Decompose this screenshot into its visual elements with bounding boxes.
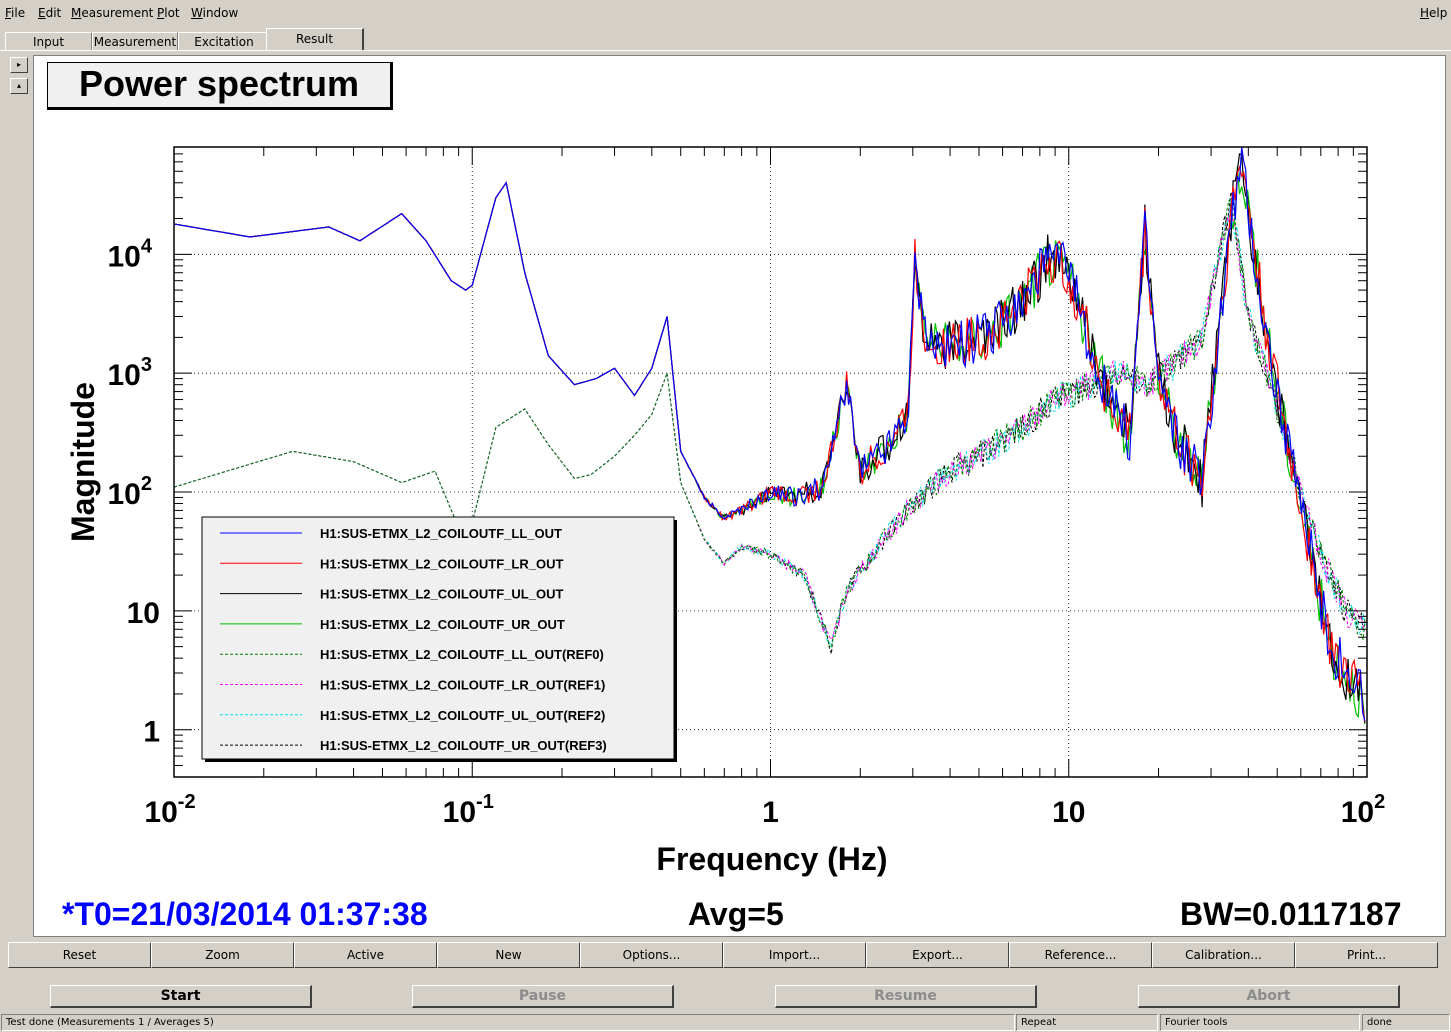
y-tick-label: 103 (108, 354, 153, 392)
x-tick-label: 1 (762, 796, 779, 829)
axis-ticks (173, 146, 1367, 778)
x-tick-label: 10-1 (443, 791, 494, 829)
spectrum-traces (173, 146, 1366, 724)
resume-button[interactable]: Resume (775, 985, 1037, 1008)
menu-edit[interactable]: Edit (38, 6, 62, 20)
legend-label: H1:SUS-ETMX_L2_COILOUTF_LL_OUT(REF0) (320, 647, 604, 662)
ref-trace-0 (173, 199, 1366, 649)
menu-file[interactable]: File (5, 6, 26, 20)
zoom-button[interactable]: Zoom (151, 942, 294, 968)
menu-window[interactable]: Window (191, 6, 239, 20)
plot-control-bar: Reset Zoom Active New Options... Import.… (5, 942, 1445, 968)
collapse-arrow-icon[interactable]: ▴ (10, 78, 28, 94)
new-button[interactable]: New (437, 942, 580, 968)
legend-label: H1:SUS-ETMX_L2_COILOUTF_UL_OUT(REF2) (320, 708, 605, 723)
x-tick-label: 102 (1341, 791, 1386, 829)
ref-trace-2 (173, 197, 1366, 649)
menu-measurement[interactable]: Measurement (71, 6, 154, 20)
import-button[interactable]: Import... (723, 942, 866, 968)
tab-bar: Input Measurement Excitation Result (0, 28, 1451, 52)
legend-box (201, 516, 675, 760)
legend-label: H1:SUS-ETMX_L2_COILOUTF_LL_OUT (320, 526, 562, 541)
legend-label: H1:SUS-ETMX_L2_COILOUTF_UR_OUT (320, 617, 565, 632)
reset-button[interactable]: Reset (8, 942, 151, 968)
legend-label: H1:SUS-ETMX_L2_COILOUTF_UL_OUT (320, 587, 563, 602)
y-axis-label: Magnitude (65, 382, 101, 542)
tab-result[interactable]: Result (266, 28, 364, 51)
y-tick-label: 104 (108, 235, 153, 273)
status-tool: Fourier tools (1160, 1014, 1360, 1031)
options-button[interactable]: Options... (580, 942, 723, 968)
x-axis-label: Frequency (Hz) (656, 841, 887, 877)
print-button[interactable]: Print... (1295, 942, 1438, 968)
tab-measurement[interactable]: Measurement (92, 32, 178, 51)
tab-input[interactable]: Input (5, 32, 92, 51)
y-tick-label: 102 (108, 473, 153, 511)
status-mode: Repeat (1016, 1014, 1158, 1031)
legend-label: H1:SUS-ETMX_L2_COILOUTF_LR_OUT (320, 556, 563, 571)
legend-label: H1:SUS-ETMX_L2_COILOUTF_UR_OUT(REF3) (320, 738, 607, 753)
avg-readout: Avg=5 (688, 896, 784, 932)
y-tick-label: 10 (127, 597, 160, 630)
y-tick-label: 1 (143, 716, 160, 749)
x-tick-label: 10-2 (144, 791, 195, 829)
legend: H1:SUS-ETMX_L2_COILOUTF_LL_OUT H1:SUS-ETM… (201, 516, 677, 762)
ref-trace-1 (173, 203, 1366, 641)
expand-arrow-icon[interactable]: ▸ (10, 57, 28, 73)
menu-plot[interactable]: Plot (157, 6, 180, 20)
power-spectrum-chart[interactable]: 10-2 10-1 1 10 102 1 10 102 103 104 Frequency (Hz… (0, 0, 1451, 940)
x-tick-label: 10 (1052, 796, 1085, 829)
active-button[interactable]: Active (294, 942, 437, 968)
abort-button[interactable]: Abort (1138, 985, 1400, 1008)
pause-button[interactable]: Pause (412, 985, 674, 1008)
bw-readout: BW=0.0117187 (1180, 896, 1402, 932)
export-button[interactable]: Export... (866, 942, 1009, 968)
menu-help[interactable]: Help (1420, 6, 1448, 20)
calibration-button[interactable]: Calibration... (1152, 942, 1295, 968)
tab-divider (0, 50, 1451, 51)
t0-readout: *T0=21/03/2014 01:37:38 (62, 896, 428, 932)
legend-label: H1:SUS-ETMX_L2_COILOUTF_LR_OUT(REF1) (320, 678, 605, 693)
plot-title: Power spectrum (47, 62, 393, 110)
status-message: Test done (Measurements 1 / Averages 5) (1, 1014, 1015, 1031)
reference-button[interactable]: Reference... (1009, 942, 1152, 968)
menubar: File Edit Measurement Plot Window Help (0, 0, 1451, 26)
tick-labels: 10-2 10-1 1 10 102 1 10 102 103 104 (108, 235, 1386, 829)
live-trace-0 (173, 146, 1366, 721)
start-button[interactable]: Start (50, 985, 312, 1008)
plot-canvas[interactable] (33, 55, 1446, 937)
status-state: done (1362, 1014, 1450, 1031)
